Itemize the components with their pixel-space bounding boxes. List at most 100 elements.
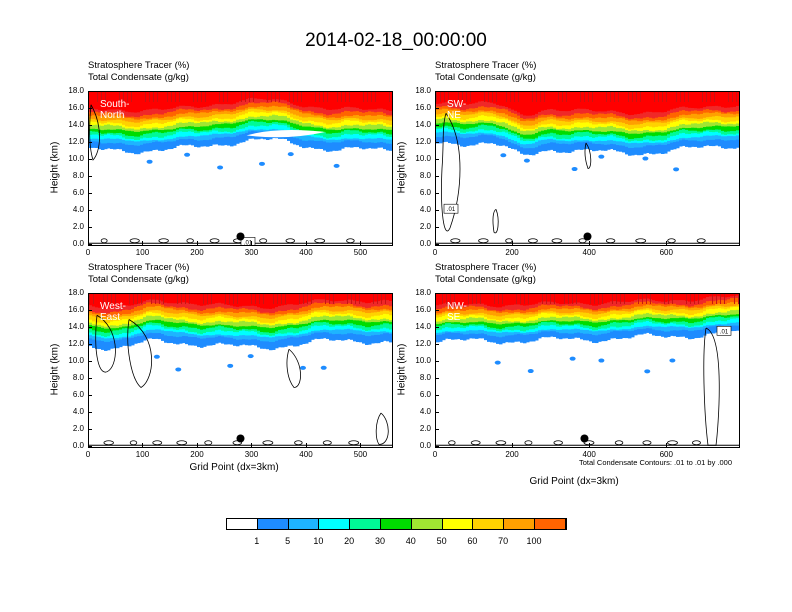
tracer-cell: [619, 322, 623, 328]
tracer-cell: [448, 331, 452, 339]
tracer-streak: [540, 92, 541, 102]
tracer-cell: [326, 128, 330, 134]
tracer-cell: [547, 126, 551, 130]
tracer-cell: [113, 129, 117, 134]
tracer-cell: [104, 115, 108, 121]
tracer-cell: [700, 110, 704, 114]
tracer-cell: [544, 139, 548, 144]
tracer-cell: [454, 321, 458, 325]
tracer-cell: [508, 130, 512, 135]
tracer-cell: [101, 325, 105, 328]
tracer-cell: [302, 135, 306, 141]
tracer-cell: [125, 128, 129, 131]
tracer-cell: [592, 330, 596, 335]
tracer-cell: [652, 314, 656, 318]
tracer-cell: [577, 129, 581, 132]
tracer-cell: [580, 117, 584, 120]
tracer-cell: [359, 294, 363, 302]
tracer-cell: [538, 125, 542, 128]
tracer-cell: [362, 311, 366, 317]
tracer-cell: [586, 92, 590, 110]
tracer-cell: [592, 127, 596, 132]
tracer-cell: [92, 323, 96, 326]
tracer-cell: [508, 119, 512, 122]
tracer-streak: [181, 294, 182, 304]
tracer-cell: [586, 135, 590, 141]
tracer-cell: [338, 300, 342, 304]
tracer-cell: [691, 316, 695, 319]
tracer-cell: [457, 113, 461, 119]
tracer-cell: [101, 337, 105, 341]
tracer-cell: [508, 309, 512, 313]
tracer-cell: [592, 334, 596, 343]
tracer-cell: [356, 92, 360, 108]
tracer-cell: [514, 131, 518, 134]
tracer-cell: [616, 318, 620, 321]
tracer-cell: [203, 119, 207, 122]
tracer-cell: [586, 116, 590, 120]
tracer-cell: [451, 122, 455, 127]
tracer-cell: [643, 298, 647, 302]
tracer-cell: [347, 128, 351, 130]
cloud-patch: [523, 158, 530, 163]
tracer-cell: [715, 128, 719, 132]
tracer-cell: [439, 314, 443, 318]
tracer-cell: [266, 112, 270, 117]
tracer-cell: [191, 318, 195, 323]
tracer-cell: [113, 119, 117, 124]
tracer-cell: [655, 314, 659, 319]
tracer-cell: [236, 92, 240, 103]
tracer-cell: [490, 129, 494, 134]
tracer-cell: [688, 120, 692, 125]
tracer-cell: [98, 119, 102, 123]
tracer-cell: [664, 144, 668, 154]
tracer-cell: [526, 120, 530, 126]
tracer-cell: [538, 126, 542, 132]
tracer-cell: [472, 314, 476, 318]
tracer-cell: [170, 312, 174, 317]
tracer-cell: [439, 294, 443, 305]
tracer-cell: [191, 121, 195, 127]
tracer-cell: [122, 304, 126, 311]
tracer-cell: [167, 140, 171, 150]
tracer-cell: [637, 318, 641, 320]
tracer-cell: [170, 327, 174, 332]
tracer-cell: [679, 110, 683, 116]
tracer-cell: [374, 311, 378, 316]
tracer-cell: [676, 128, 680, 132]
tracer-cell: [203, 111, 207, 118]
tracer-cell: [260, 121, 264, 126]
tracer-cell: [595, 136, 599, 141]
tracer-cell: [269, 110, 273, 113]
tracer-cell: [715, 115, 719, 120]
tracer-cell: [299, 303, 303, 309]
tracer-cell: [544, 294, 548, 302]
tracer-cell: [550, 312, 554, 317]
tracer-cell: [368, 307, 372, 310]
tracer-cell: [146, 140, 150, 144]
tracer-cell: [631, 327, 635, 331]
tracer-cell: [173, 115, 177, 120]
tracer-cell: [215, 294, 219, 304]
tracer-cell: [308, 322, 312, 326]
tracer-cell: [517, 134, 521, 138]
tracer-cell: [493, 315, 497, 320]
tracer-cell: [709, 119, 713, 123]
tracer-cell: [179, 309, 183, 314]
tracer-cell: [296, 336, 300, 347]
tracer-cell: [571, 123, 575, 129]
tracer-cell: [646, 129, 650, 133]
tracer-cell: [341, 325, 345, 330]
tracer-cell: [245, 109, 249, 114]
tracer-cell: [212, 92, 216, 105]
tracer-cell: [245, 334, 249, 340]
tracer-cell: [365, 331, 369, 336]
tracer-cell: [607, 116, 611, 122]
tracer-cell: [526, 92, 530, 116]
tracer-streak: [273, 294, 274, 304]
tracer-cell: [628, 325, 632, 330]
tracer-cell: [571, 140, 575, 144]
tracer-cell: [308, 312, 312, 315]
tracer-cell: [508, 138, 512, 142]
tracer-cell: [667, 92, 671, 111]
